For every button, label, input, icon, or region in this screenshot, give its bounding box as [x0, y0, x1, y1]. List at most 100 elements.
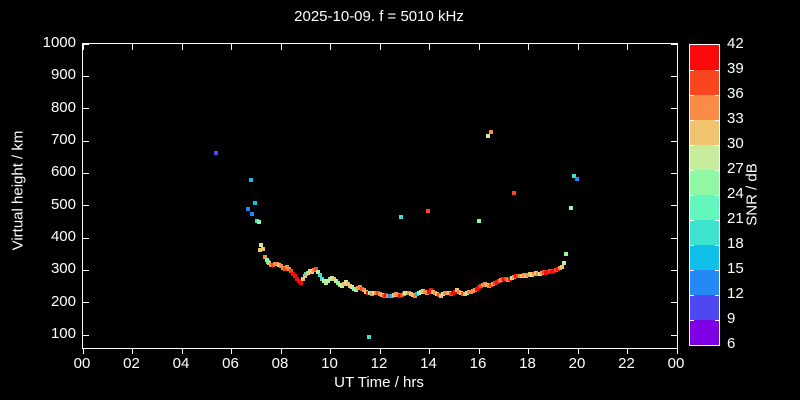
colorbar-tick	[690, 94, 694, 96]
colorbar-tick-label: 21	[727, 210, 744, 227]
x-tick-bottom	[379, 348, 381, 354]
y-axis-label: Virtual height / km	[9, 130, 27, 251]
data-point	[258, 243, 263, 248]
data-point	[298, 280, 303, 285]
x-tick-bottom	[181, 348, 183, 354]
data-point	[559, 265, 564, 270]
x-axis-label: UT Time / hrs	[334, 374, 424, 391]
data-point	[250, 212, 255, 217]
x-tick-label: 02	[123, 355, 140, 372]
x-tick-top	[231, 44, 232, 50]
colorbar-segment	[690, 70, 719, 95]
y-tick-right	[671, 205, 677, 207]
colorbar-segment	[690, 45, 719, 70]
data-point	[318, 272, 323, 277]
x-tick-label: 10	[321, 355, 338, 372]
colorbar-tick	[690, 219, 694, 221]
colorbar-tick	[715, 169, 719, 171]
colorbar-segment	[690, 195, 719, 220]
data-point	[320, 277, 325, 282]
x-tick-top	[132, 44, 133, 50]
colorbar-segment	[690, 145, 719, 170]
colorbar-tick	[690, 244, 694, 246]
colorbar-tick-label: 39	[727, 60, 744, 77]
chart-title: 2025-10-09. f = 5010 kHz	[294, 8, 464, 25]
x-tick-top	[627, 44, 628, 50]
y-tick-right	[671, 172, 677, 174]
y-tick-label: 100	[50, 325, 76, 342]
x-tick-bottom	[478, 348, 480, 354]
colorbar-tick	[715, 269, 719, 271]
y-tick-label: 1000	[42, 34, 76, 51]
y-tick-left	[83, 205, 89, 207]
x-tick-label: 14	[420, 355, 437, 372]
data-point	[300, 277, 305, 282]
colorbar-tick-label: 36	[727, 85, 744, 102]
colorbar-tick	[715, 119, 719, 121]
data-point	[314, 267, 319, 272]
data-point	[569, 205, 574, 210]
x-tick-top	[330, 44, 331, 50]
x-tick-label: 00	[667, 355, 685, 372]
x-tick-bottom	[280, 348, 282, 354]
y-tick-label: 200	[50, 292, 76, 310]
data-point	[488, 129, 493, 134]
y-tick-left	[83, 302, 89, 304]
colorbar-segment	[690, 270, 719, 295]
colorbar-segment	[690, 320, 719, 345]
y-tick-left	[83, 140, 89, 142]
colorbar-tick	[715, 319, 719, 321]
x-tick-bottom	[82, 348, 84, 354]
colorbar-tick	[715, 144, 719, 146]
y-tick-label: 300	[50, 260, 76, 278]
y-tick-label: 700	[50, 131, 76, 148]
colorbar-tick-label: 33	[727, 110, 744, 127]
data-point	[511, 190, 516, 195]
x-tick-label: 08	[271, 355, 289, 372]
x-tick-top	[577, 44, 579, 50]
x-tick-bottom	[577, 348, 579, 354]
colorbar-tick	[715, 244, 719, 246]
x-tick-bottom	[528, 348, 529, 354]
x-tick-label: 04	[172, 355, 190, 372]
x-tick-bottom	[627, 348, 628, 354]
x-tick-bottom	[132, 348, 133, 354]
data-point	[485, 134, 490, 139]
y-tick-label: 900	[50, 66, 76, 84]
data-point	[294, 276, 299, 281]
y-tick-left	[83, 334, 89, 336]
x-tick-top	[478, 44, 480, 50]
data-point	[249, 178, 254, 183]
data-point	[426, 209, 431, 214]
colorbar-tick	[715, 69, 719, 71]
x-tick-label: 12	[370, 355, 388, 372]
x-tick-bottom	[330, 348, 331, 354]
data-point	[253, 201, 257, 206]
data-point	[246, 206, 251, 211]
y-tick-left	[83, 269, 89, 271]
colorbar-tick-label: 27	[727, 160, 744, 177]
data-point	[288, 268, 293, 273]
colorbar-tick	[690, 119, 694, 121]
y-tick-label: 500	[50, 195, 76, 213]
x-tick-label: 06	[222, 355, 239, 372]
colorbar-tick-label: 18	[727, 235, 744, 252]
colorbar-tick-label: 42	[727, 35, 744, 52]
plot-area	[82, 43, 678, 354]
y-tick-left	[83, 237, 89, 239]
x-tick-top	[280, 44, 282, 50]
x-tick-label: 00	[73, 355, 91, 372]
data-point	[260, 246, 265, 251]
x-tick-bottom	[231, 348, 232, 354]
colorbar-segment	[690, 295, 719, 320]
colorbar-segment	[690, 245, 719, 270]
colorbar-tick	[715, 94, 719, 96]
x-tick-bottom	[676, 348, 678, 354]
x-tick-top	[379, 44, 381, 50]
data-point	[302, 274, 307, 279]
colorbar-tick	[690, 319, 694, 321]
y-tick-label: 800	[50, 98, 76, 116]
x-tick-top	[181, 44, 183, 50]
data-point	[399, 214, 404, 219]
